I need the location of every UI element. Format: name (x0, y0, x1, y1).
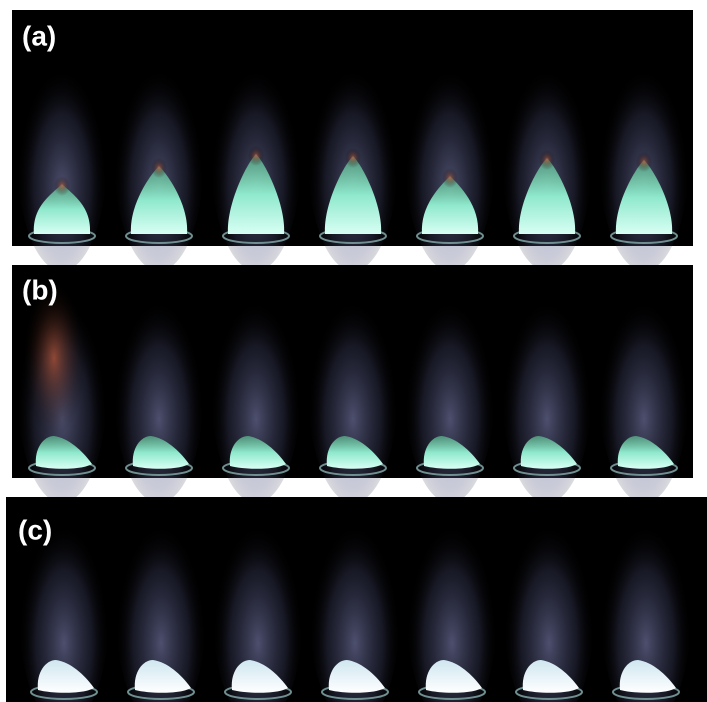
panel-label: (a) (22, 20, 56, 51)
flame-tip (345, 148, 361, 168)
panel: (a) (12, 10, 693, 271)
flame-tip (636, 152, 652, 172)
flame-tip (442, 168, 458, 188)
panel: (c) (6, 487, 707, 702)
page: (a) (b) (c) (() => { const data = JSON.p… (0, 0, 707, 702)
panel-label: (b) (22, 274, 58, 305)
flame-tip (539, 150, 555, 170)
panel: (b) (12, 263, 693, 503)
figure: (a) (b) (c) (0, 0, 707, 702)
panel-label: (c) (18, 514, 52, 545)
flame-tip (248, 146, 264, 166)
flame-tip (54, 176, 70, 196)
flame-tip (151, 158, 167, 178)
